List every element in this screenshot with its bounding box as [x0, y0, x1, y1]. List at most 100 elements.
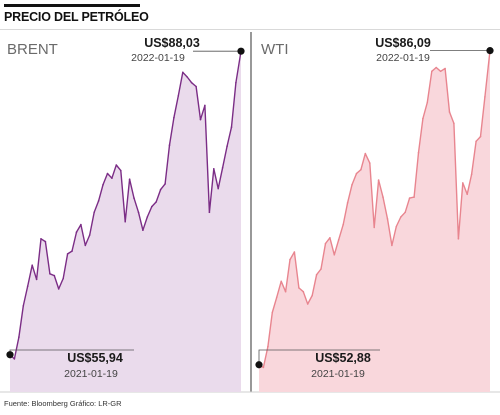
brent-point-24 [115, 164, 118, 166]
brent-point-40 [186, 76, 188, 78]
wti-point-35 [413, 196, 415, 198]
wti-point-51 [484, 96, 486, 98]
wti-point-23 [360, 168, 362, 171]
brent-start-marker [6, 351, 14, 359]
source-credit: Fuente: Bloomberg Gráfico: LR-GR [4, 399, 122, 408]
wti-point-43 [448, 111, 451, 113]
brent-end-date: 2022-01-19 [131, 52, 185, 64]
brent-point-20 [97, 200, 100, 202]
brent-point-15 [75, 231, 78, 233]
wti-point-11 [306, 303, 309, 305]
brent-point-23 [111, 177, 113, 179]
wti-point-49 [475, 140, 477, 143]
wti-point-39 [431, 70, 433, 73]
brent-point-36 [168, 144, 171, 146]
wti-point-25 [369, 162, 371, 164]
wti-point-46 [462, 182, 464, 184]
wti-point-15 [324, 242, 327, 245]
wti-point-36 [417, 151, 420, 154]
brent-point-13 [66, 253, 69, 255]
wti-point-10 [302, 290, 305, 293]
wti-point-22 [355, 172, 358, 175]
wti-point-16 [329, 237, 331, 239]
brent-point-22 [106, 172, 109, 175]
wti-point-14 [320, 268, 322, 270]
wti-point-42 [444, 67, 446, 70]
brent-point-6 [35, 278, 38, 281]
brent-point-42 [195, 85, 197, 88]
brent-point-28 [133, 197, 135, 199]
wti-point-13 [315, 273, 318, 276]
brent-point-48 [221, 167, 224, 169]
brent-point-16 [80, 223, 82, 226]
brent-title: BRENT [7, 41, 58, 58]
wti-point-21 [351, 184, 353, 186]
brent-point-39 [182, 71, 184, 74]
brent-point-51 [235, 81, 237, 84]
wti-point-47 [466, 193, 469, 196]
wti-point-6 [284, 290, 287, 293]
brent-point-11 [57, 288, 60, 290]
wti-point-5 [280, 280, 283, 283]
brent-end-marker [237, 47, 245, 55]
wti-point-27 [377, 179, 380, 181]
wti-point-38 [426, 101, 429, 104]
brent-point-19 [93, 211, 95, 214]
brent-point-43 [199, 118, 202, 121]
brent-point-9 [49, 273, 51, 275]
brent-point-33 [155, 201, 157, 203]
brent-point-18 [88, 234, 91, 236]
wti-point-31 [395, 225, 398, 228]
wti-end-marker [486, 47, 494, 55]
wti-start-date: 2021-01-19 [311, 368, 365, 380]
brent-end-value: US$88,03 [144, 36, 200, 50]
wti-point-4 [275, 296, 278, 299]
wti-area [259, 50, 490, 392]
brent-point-50 [230, 126, 233, 128]
brent-point-44 [204, 104, 206, 107]
wti-point-7 [289, 258, 291, 261]
wti-point-9 [298, 287, 300, 289]
wti-point-48 [470, 173, 473, 176]
title-divider [0, 29, 500, 30]
brent-point-31 [146, 216, 149, 218]
brent-point-17 [84, 244, 87, 247]
brent-point-37 [173, 116, 175, 119]
brent-point-38 [177, 95, 180, 97]
brent-point-3 [22, 305, 25, 307]
wti-point-26 [373, 226, 376, 229]
brent-point-8 [44, 240, 47, 243]
brent-point-2 [18, 336, 20, 338]
page-title: PRECIO DEL PETRÓLEO [4, 10, 149, 24]
brent-point-46 [213, 168, 215, 170]
wti-point-1 [262, 366, 265, 369]
wti-point-34 [408, 197, 411, 199]
wti-point-18 [337, 238, 340, 241]
brent-point-35 [164, 183, 166, 185]
brent-point-12 [62, 277, 64, 280]
brent-point-29 [137, 211, 140, 214]
brent-start-value: US$55,94 [67, 351, 123, 365]
brent-point-49 [226, 145, 228, 147]
wti-point-20 [346, 202, 349, 204]
wti-point-29 [386, 218, 389, 220]
wti-point-40 [435, 66, 438, 69]
brent-point-4 [26, 285, 29, 287]
brent-point-10 [53, 274, 56, 277]
wti-point-19 [342, 223, 345, 226]
wti-end-value: US$86,09 [375, 36, 431, 50]
wti-point-44 [453, 122, 455, 125]
wti-point-30 [391, 244, 393, 247]
wti-point-45 [457, 238, 460, 240]
wti-point-37 [422, 117, 424, 120]
wti-point-24 [364, 152, 367, 155]
wti-panel: WTI US$86,09 2022-01-19 US$52,88 2021-01… [255, 36, 494, 392]
brent-point-45 [208, 211, 211, 214]
brent-point-21 [102, 184, 104, 186]
brent-panel: BRENT US$88,03 2022-01-19 US$55,94 2021-… [6, 36, 245, 392]
wti-title: WTI [261, 41, 289, 58]
wti-point-17 [333, 254, 336, 256]
wti-point-28 [382, 196, 384, 198]
brent-point-30 [142, 229, 144, 231]
